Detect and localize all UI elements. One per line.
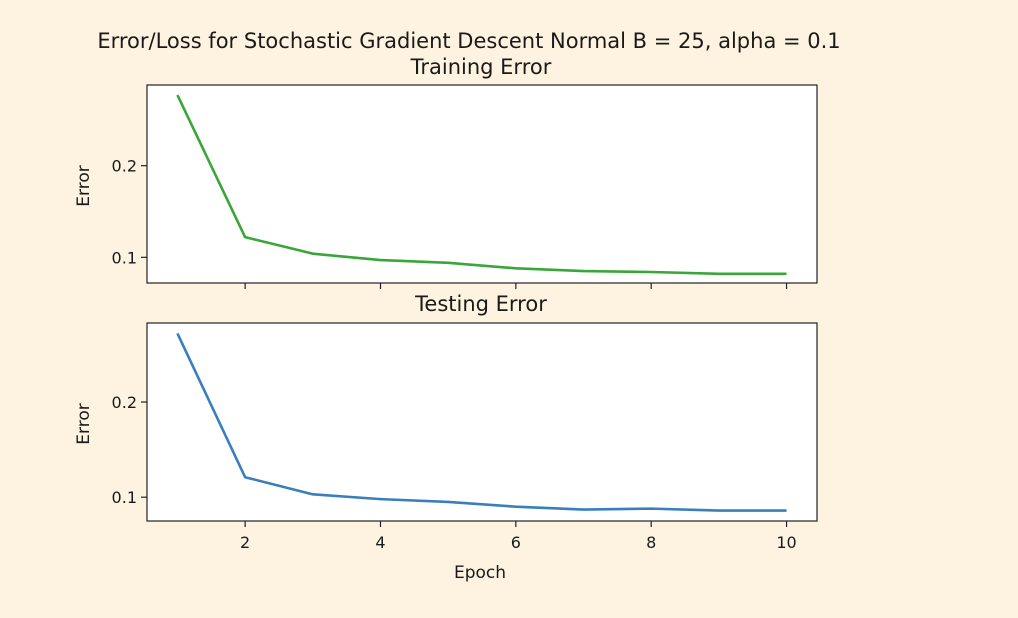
testing-ytick-label-0.2: 0.2 bbox=[112, 393, 137, 412]
testing-title: Testing Error bbox=[414, 292, 547, 316]
testing-ylabel: Error bbox=[74, 403, 94, 444]
training-ylabel: Error bbox=[74, 165, 94, 206]
testing-xtick-label-8: 8 bbox=[646, 533, 656, 552]
training-ytick-label-0.2: 0.2 bbox=[112, 157, 137, 176]
training-title: Training Error bbox=[410, 55, 552, 79]
figure-title: Error/Loss for Stochastic Gradient Desce… bbox=[97, 29, 840, 53]
testing-error-line bbox=[176, 332, 787, 512]
testing-plot-area bbox=[146, 322, 818, 522]
testing-xtick-label-6: 6 bbox=[511, 533, 521, 552]
testing-xtick-label-4: 4 bbox=[375, 533, 385, 552]
subplot-training: Training Error Error 0.1 0.2 bbox=[74, 55, 818, 289]
testing-ytick-label-0.1: 0.1 bbox=[112, 488, 137, 507]
training-ytick-label-0.1: 0.1 bbox=[112, 248, 137, 267]
training-error-line bbox=[176, 94, 787, 276]
training-plot-area bbox=[146, 84, 818, 284]
testing-xtick-label-2: 2 bbox=[240, 533, 250, 552]
subplot-testing: Testing Error Error Epoch 2 4 6 8 10 0.1 0.2 bbox=[74, 292, 818, 583]
testing-ticks: 2 4 6 8 10 0.1 0.2 bbox=[112, 393, 797, 552]
testing-xtick-label-10: 10 bbox=[776, 533, 796, 552]
training-ticks: 0.1 0.2 bbox=[112, 157, 788, 289]
testing-xlabel: Epoch bbox=[454, 563, 506, 583]
